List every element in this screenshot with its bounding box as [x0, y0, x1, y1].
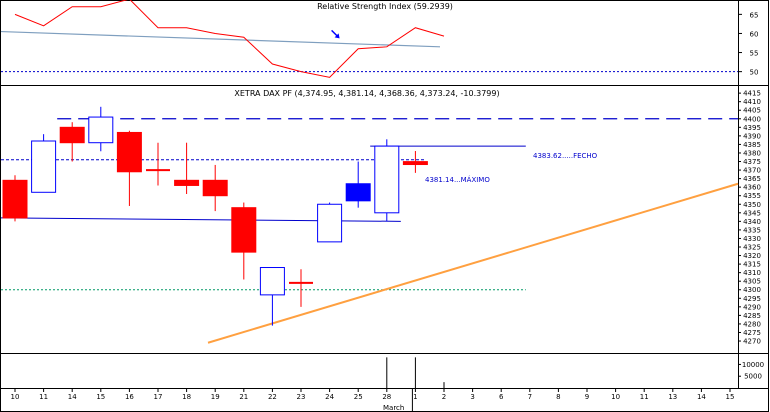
x-tick-label-20: 9: [585, 393, 589, 401]
price-title: XETRA DAX PF (4,374.95, 4,381.14, 4,368.…: [234, 89, 499, 98]
x-axis: 10 11 14 15 16 17 18 19 21 22 23 24 25 28 1 2 3 6 7 8 9 10 11 1…: [11, 388, 735, 412]
rsi-tick-label-2: 60: [750, 30, 759, 38]
x-tick-label-22: 11: [640, 393, 649, 401]
x-tick-label-12: 25: [354, 393, 363, 401]
price-tick-label-2: 4280: [743, 320, 761, 328]
rsi-series-line: [14, 0, 445, 78]
month-label: March: [383, 404, 404, 412]
x-tick-label-3: 15: [96, 393, 105, 401]
rsi-title: Relative Strength Index (59.2939): [317, 2, 453, 11]
candle-body-7: [202, 179, 228, 197]
price-tick-label-26: 4400: [743, 115, 761, 123]
volume-panel: 5000 10000: [386, 357, 764, 388]
price-tick-label-22: 4380: [743, 149, 761, 157]
price-tick-label-24: 4390: [743, 132, 761, 140]
price-tick-label-20: 4370: [743, 167, 761, 175]
candle-body-12: [345, 183, 371, 202]
price-tick-label-13: 4335: [743, 226, 761, 234]
rsi-tick-label-3: 65: [750, 11, 759, 19]
close-annotation: 4383.62.....FECHO: [533, 152, 598, 160]
candle-body-0: [2, 179, 28, 219]
candle-body-14: [402, 161, 428, 166]
x-tick-label-2: 14: [68, 393, 77, 401]
x-tick-label-4: 16: [125, 393, 134, 401]
candle-body-11: [317, 203, 343, 243]
high-annotation: 4381.14...MÁXIMO: [425, 175, 490, 184]
rsi-average-line: [0, 30, 441, 48]
rsi-arrow-head: [334, 33, 340, 39]
x-tick-label-18: 7: [528, 393, 532, 401]
price-tick-label-19: 4365: [743, 175, 761, 183]
candle-body-4: [116, 131, 142, 173]
price-tick-label-3: 4285: [743, 312, 761, 320]
x-tick-label-21: 10: [611, 393, 620, 401]
x-tick-label-9: 22: [268, 393, 277, 401]
price-tick-label-8: 4310: [743, 269, 761, 277]
candle-body-3: [88, 116, 114, 144]
x-tick-label-15: 2: [442, 393, 446, 401]
price-tick-label-12: 4330: [743, 235, 761, 243]
rsi-panel: 50 55 60 65: [0, 0, 759, 78]
x-tick-label-13: 28: [382, 393, 391, 401]
price-tick-label-28: 4410: [743, 98, 761, 106]
price-tick-label-25: 4395: [743, 124, 761, 132]
x-tick-label-1: 11: [39, 393, 48, 401]
price-tick-label-1: 4275: [743, 329, 761, 337]
rsi-tick-label-0: 50: [750, 69, 759, 77]
price-tick-label-17: 4355: [743, 192, 761, 200]
x-tick-label-7: 19: [211, 393, 220, 401]
x-tick-label-17: 6: [499, 393, 504, 401]
price-tick-label-6: 4300: [743, 286, 761, 294]
candle-body-1: [31, 140, 57, 193]
x-tick-label-5: 17: [154, 393, 163, 401]
x-tick-label-16: 3: [470, 393, 474, 401]
x-tick-label-10: 23: [297, 393, 306, 401]
price-tick-label-14: 4340: [743, 218, 761, 226]
candle-body-2: [59, 126, 85, 144]
x-tick-label-25: 15: [726, 393, 735, 401]
x-tick-label-0: 10: [11, 393, 20, 401]
price-tick-label-21: 4375: [743, 158, 761, 166]
price-tick-label-15: 4345: [743, 209, 761, 217]
x-tick-label-14: 1: [413, 393, 417, 401]
price-tick-label-4: 4290: [743, 303, 761, 311]
candle-body-13: [374, 145, 400, 214]
price-tick-label-7: 4305: [743, 278, 761, 286]
price-tick-label-11: 4325: [743, 244, 761, 252]
vol-tick-label-1: 10000: [742, 361, 764, 369]
orange-trendline: [207, 182, 739, 344]
price-tick-label-27: 4405: [743, 107, 761, 115]
price-tick-label-0: 4270: [743, 338, 761, 346]
price-tick-label-9: 4315: [743, 261, 761, 269]
candle-body-9: [259, 267, 285, 296]
x-tick-label-24: 14: [697, 393, 706, 401]
price-tick-label-23: 4385: [743, 141, 761, 149]
price-tick-label-29: 4415: [743, 90, 761, 98]
candle-body-6: [174, 179, 200, 186]
x-tick-label-23: 13: [668, 393, 677, 401]
x-tick-label-6: 18: [182, 393, 191, 401]
x-tick-label-8: 21: [239, 393, 248, 401]
candle-body-8: [231, 207, 257, 253]
rsi-tick-label-1: 55: [750, 50, 759, 58]
price-tick-label-10: 4320: [743, 252, 761, 260]
x-tick-label-19: 8: [556, 393, 560, 401]
x-tick-label-11: 24: [325, 393, 334, 401]
vol-tick-label-0: 5000: [744, 373, 762, 381]
price-tick-label-16: 4350: [743, 201, 761, 209]
price-tick-label-5: 4295: [743, 295, 761, 303]
price-tick-label-18: 4360: [743, 184, 761, 192]
price-panel: 4270427542804285429042954300430543104315…: [0, 90, 761, 346]
